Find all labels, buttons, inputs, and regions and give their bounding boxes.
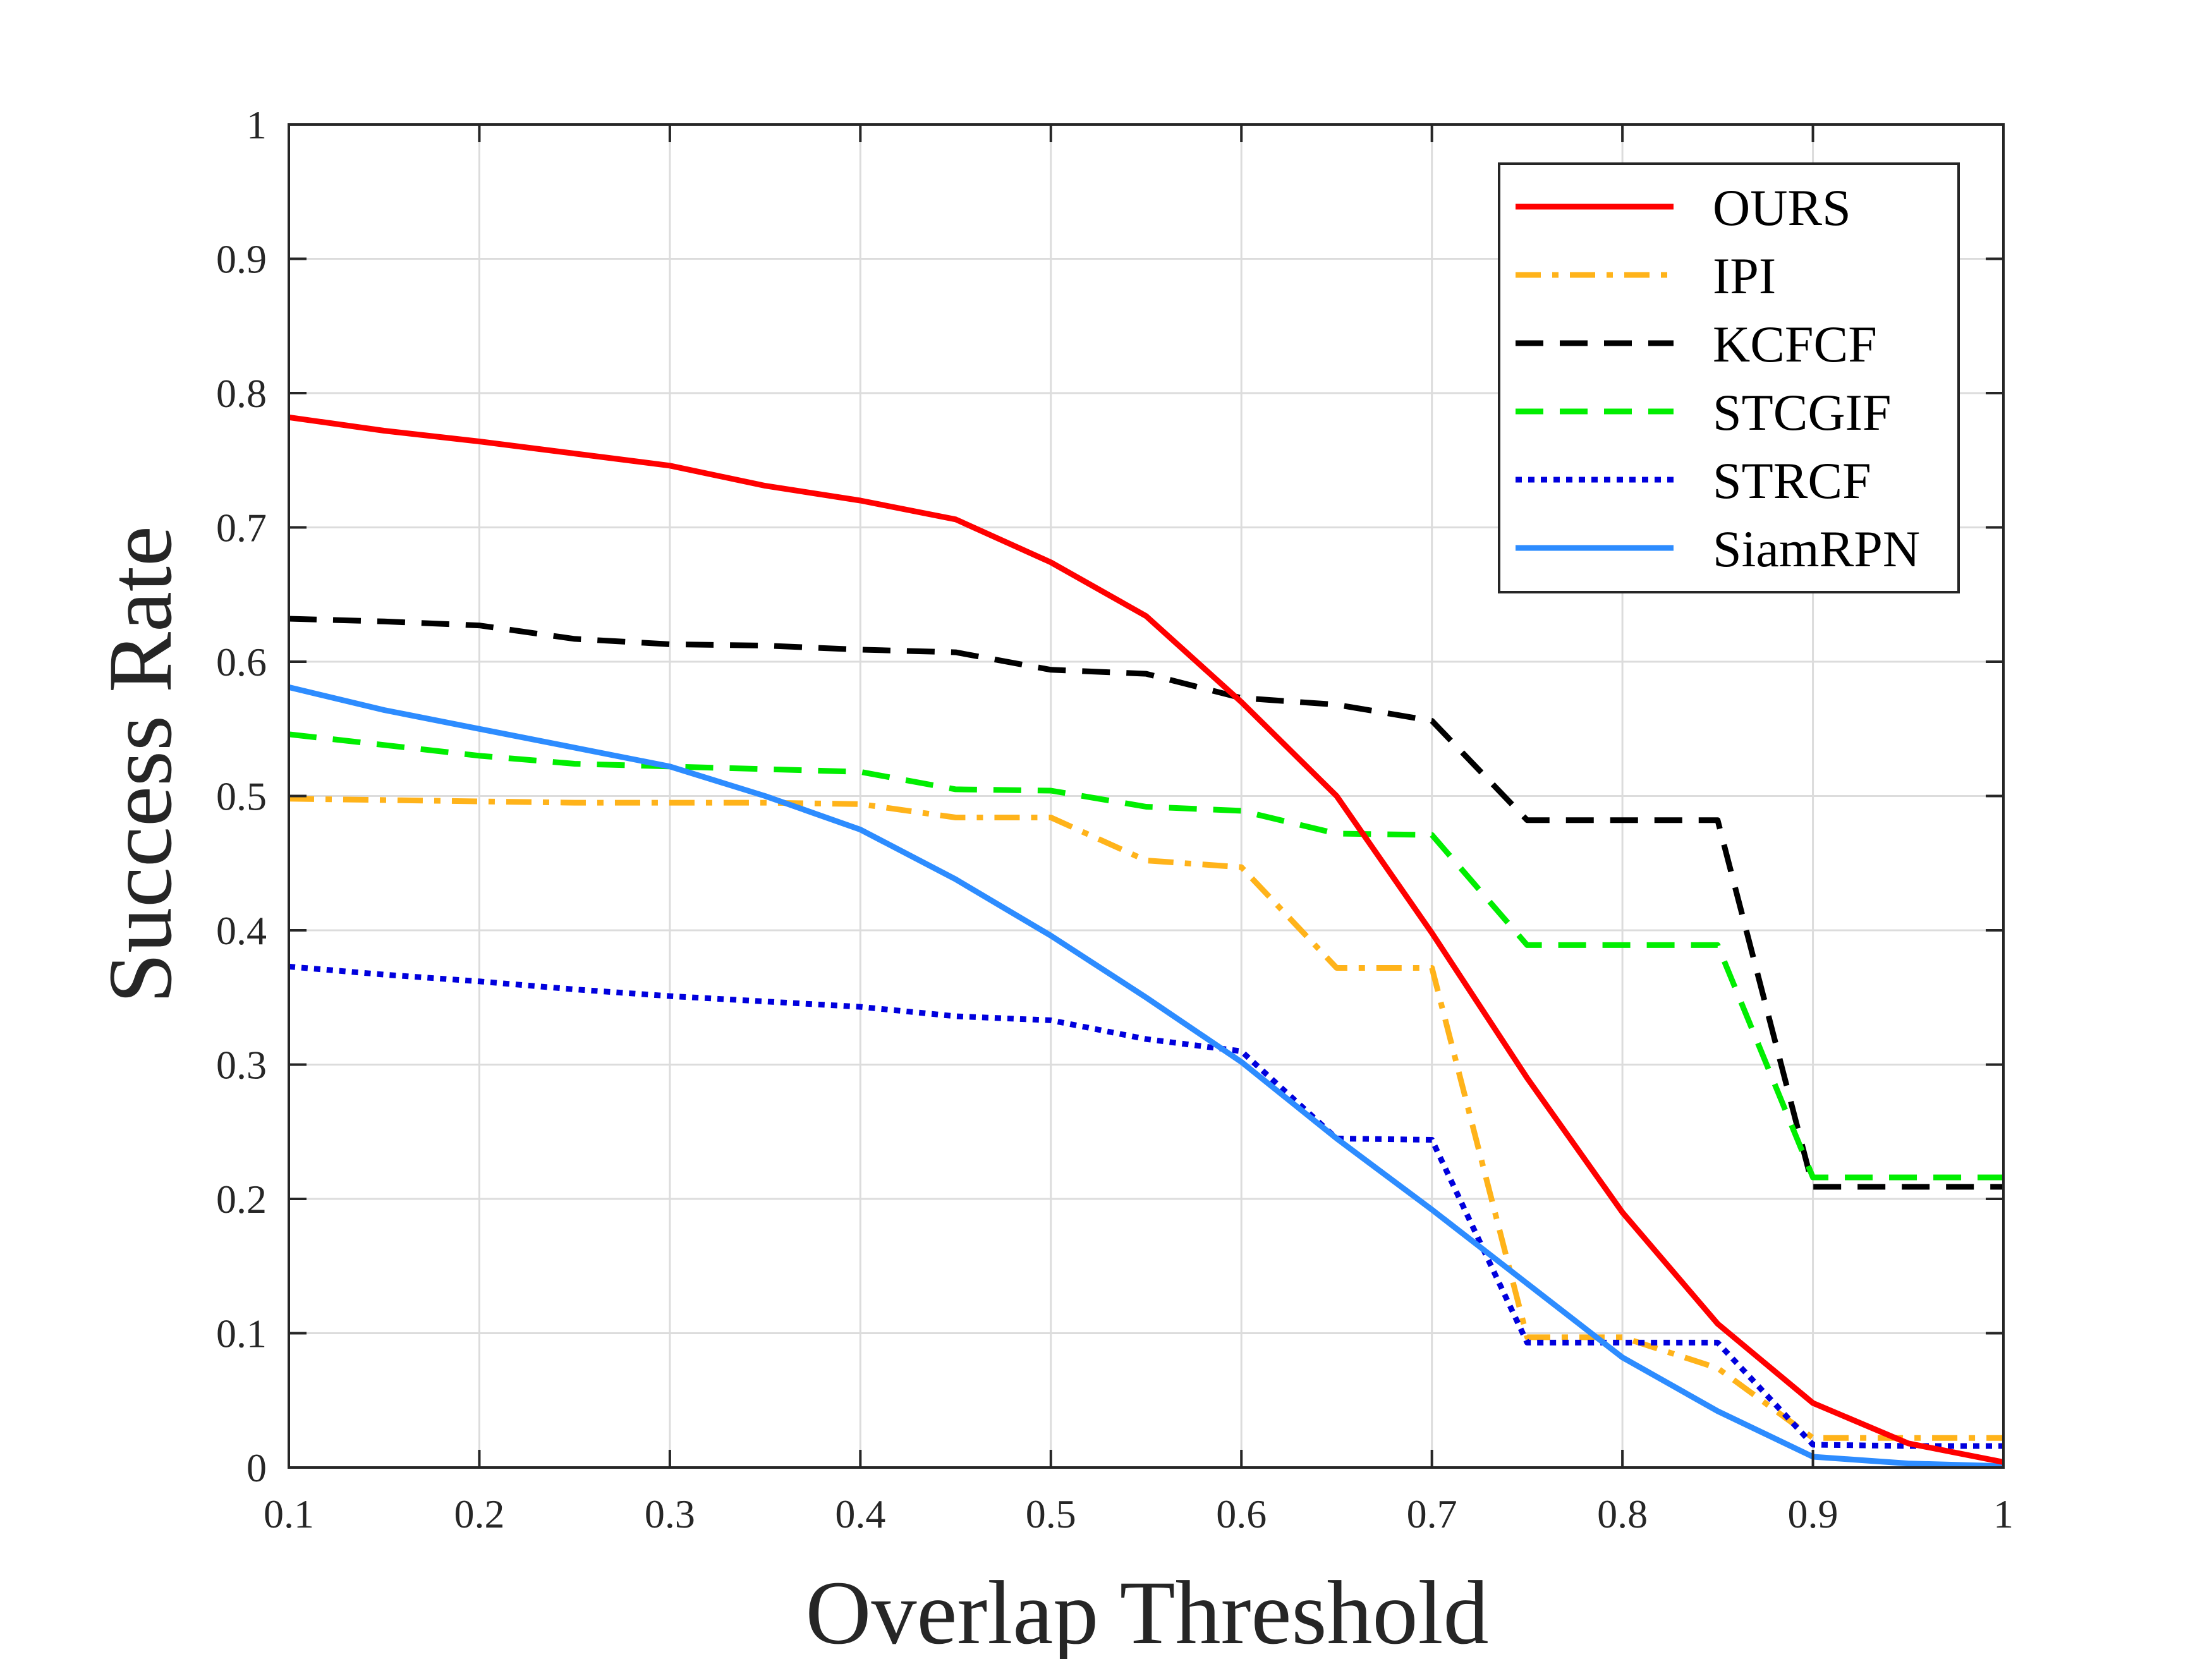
ticks xyxy=(288,123,2005,1469)
y-tick-label: 0.7 xyxy=(216,506,267,550)
y-tick-label: 1 xyxy=(246,102,267,147)
x-tick-label: 0.4 xyxy=(835,1492,885,1536)
x-tick-label: 0.9 xyxy=(1788,1492,1838,1536)
x-tick-label: 0.8 xyxy=(1597,1492,1648,1536)
legend-label-ours: OURS xyxy=(1713,179,1851,236)
y-tick-labels: 0 0.1 0.2 0.3 0.4 0.5 0.6 0.7 0.8 0.9 1 xyxy=(216,102,267,1490)
x-tick-label: 0.2 xyxy=(454,1492,504,1536)
legend-label-kcfcf: KCFCF xyxy=(1713,315,1877,373)
y-tick-label: 0 xyxy=(246,1445,267,1490)
series-layer xyxy=(289,414,2003,1468)
y-axis-label: Success Rate xyxy=(90,526,191,1004)
y-tick-label: 0.9 xyxy=(216,237,267,282)
series-line-strcf xyxy=(289,963,2003,1449)
x-tick-label: 1 xyxy=(1993,1492,2014,1536)
legend-label-siamrpn: SiamRPN xyxy=(1713,520,1920,578)
y-tick-label: 0.3 xyxy=(216,1043,267,1088)
legend-label-ipi: IPI xyxy=(1713,247,1776,305)
x-tick-label: 0.5 xyxy=(1026,1492,1076,1536)
y-tick-label: 0.5 xyxy=(216,774,267,819)
legend: OURS IPI KCFCF STCGIF STRCF SiamRPN xyxy=(1498,162,1960,593)
x-tick-label: 0.3 xyxy=(645,1492,695,1536)
legend-box xyxy=(1498,162,1960,593)
y-tick-label: 0.6 xyxy=(216,640,267,684)
y-tick-label: 0.1 xyxy=(216,1311,267,1356)
legend-label-stcgif: STCGIF xyxy=(1713,384,1892,441)
x-axis-label: Overlap Threshold xyxy=(805,1563,1488,1659)
x-tick-labels: 0.1 0.2 0.3 0.4 0.5 0.6 0.7 0.8 0.9 1 xyxy=(264,1492,2014,1536)
x-tick-label: 0.6 xyxy=(1216,1492,1267,1536)
x-tick-label: 0.7 xyxy=(1407,1492,1457,1536)
y-tick-label: 0.4 xyxy=(216,908,267,953)
legend-label-strcf: STRCF xyxy=(1713,452,1871,509)
x-tick-label: 0.1 xyxy=(264,1492,314,1536)
series-line-kcfcf xyxy=(289,616,2003,1190)
series-line-ours xyxy=(289,414,2003,1465)
y-tick-label: 0.8 xyxy=(216,371,267,416)
series-line-stcgif xyxy=(289,731,2003,1181)
series-line-siamrpn xyxy=(289,684,2003,1468)
series-line-ipi xyxy=(289,796,2003,1441)
y-tick-label: 0.2 xyxy=(216,1177,267,1222)
